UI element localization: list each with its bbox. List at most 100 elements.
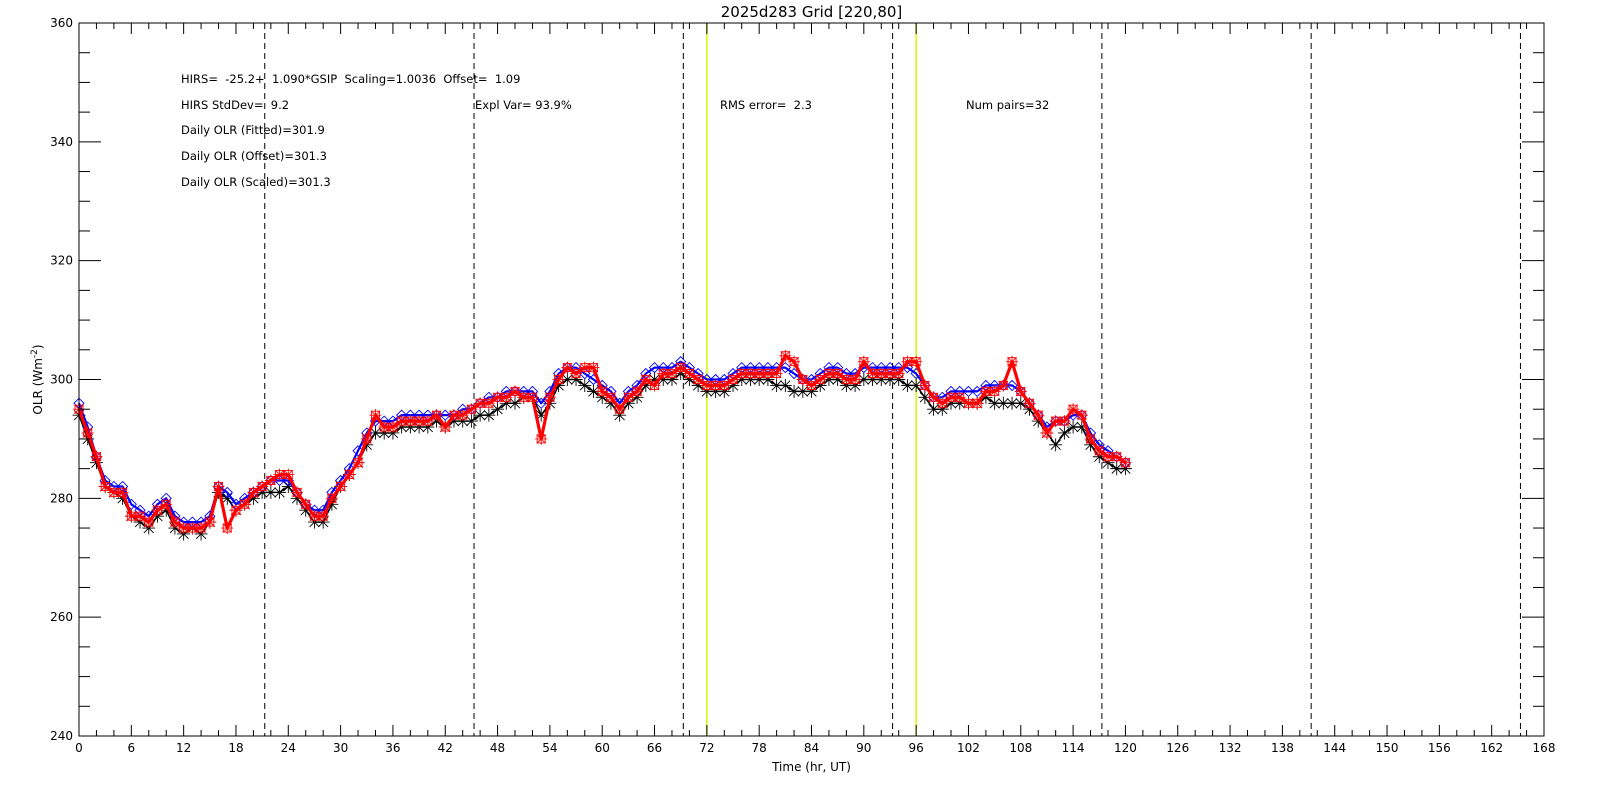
- y-tick-label: 360: [50, 16, 73, 30]
- x-tick-label: 138: [1271, 741, 1294, 755]
- x-tick-label: 42: [438, 741, 453, 755]
- marker-blue: [962, 385, 975, 398]
- x-tick-label: 114: [1062, 741, 1085, 755]
- dashed-vlines: [264, 23, 1521, 736]
- annot-olr-offset: Daily OLR (Offset)=301.3: [181, 149, 327, 163]
- marker-box-red: [684, 369, 694, 379]
- marker-box-red: [815, 375, 825, 384]
- marker-box-red: [1025, 398, 1034, 408]
- x-tick-label: 30: [333, 741, 348, 755]
- marker-box-red: [170, 517, 180, 527]
- y-axis-title: OLR (Wm-2): [30, 344, 45, 414]
- marker-blue: [1006, 379, 1018, 392]
- x-tick-label: 24: [281, 741, 296, 755]
- x-tick-label: 60: [595, 741, 610, 755]
- marker-box-red: [798, 375, 808, 384]
- series-group: [72, 349, 1132, 541]
- marker-box-red: [161, 499, 171, 509]
- line-red: [77, 354, 1127, 530]
- marker-box-red: [562, 363, 572, 373]
- series-red: [73, 349, 1132, 535]
- x-tick-label: 162: [1480, 741, 1503, 755]
- marker-blue: [439, 409, 451, 421]
- marker-box-red: [623, 392, 633, 402]
- x-tick-label: 150: [1376, 741, 1399, 755]
- marker-box-red: [859, 357, 869, 367]
- x-tick-label: 168: [1533, 741, 1556, 755]
- x-tick-label: 0: [75, 741, 83, 755]
- x-tick-label: 144: [1323, 741, 1346, 755]
- x-tick-label: 108: [1009, 741, 1032, 755]
- marker-box-red: [641, 375, 651, 384]
- x-tick-label: 6: [128, 741, 136, 755]
- marker-blue: [535, 397, 547, 409]
- x-tick-label: 120: [1114, 741, 1137, 755]
- annotations: HIRS= -25.2+ 1.090*GSIP Scaling=1.0036 O…: [181, 72, 1049, 189]
- annot-stddev: HIRS StdDev= 9.2: [181, 98, 289, 112]
- x-tick-labels: 0 6 12 18 24 30 36 42 48 54 60 66 72 78 84 90 96 102 108 11…: [75, 741, 1555, 755]
- marker-box-red: [327, 493, 337, 503]
- marker-box-red: [292, 487, 302, 497]
- annot-olr-scaled: Daily OLR (Scaled)=301.3: [181, 175, 331, 189]
- marker-box-red: [440, 422, 450, 432]
- y-axis-title-sup: -2: [30, 349, 40, 358]
- marker-box-red: [144, 517, 154, 527]
- marker-box-red: [606, 392, 616, 402]
- x-tick-label: 48: [490, 741, 505, 755]
- marker-box-red: [937, 398, 947, 408]
- x-axis-title: Time (hr, UT): [771, 760, 851, 774]
- x-tick-label: 72: [699, 741, 714, 755]
- marker-box-red: [615, 404, 625, 414]
- marker-box-red: [789, 357, 799, 367]
- marker-box-red: [153, 505, 162, 515]
- annot-num-pairs: Num pairs=32: [966, 98, 1049, 112]
- marker-box-red: [728, 375, 738, 384]
- x-tick-label: 36: [385, 741, 400, 755]
- marker-box-red: [650, 380, 659, 390]
- y-tick-label: 240: [50, 729, 73, 743]
- marker-box-red: [466, 404, 476, 414]
- marker-box-red: [780, 351, 790, 361]
- marker-box-red: [510, 386, 520, 396]
- marker-box-red: [676, 363, 686, 373]
- annot-olr-fitted: Daily OLR (Fitted)=301.9: [181, 123, 325, 137]
- marker-box-red: [571, 369, 581, 379]
- y-tick-label: 340: [50, 135, 73, 149]
- marker-box-red: [336, 482, 346, 491]
- marker-box-red: [1120, 458, 1130, 468]
- y-tick-labels: 240 260 280 300 320 340 360: [50, 16, 73, 743]
- y-axis-title-main: OLR (Wm: [31, 358, 45, 415]
- y-tick-label: 320: [50, 254, 73, 268]
- marker-box-red: [248, 487, 258, 497]
- marker-box-red: [554, 375, 564, 384]
- x-tick-label: 78: [752, 741, 767, 755]
- marker-blue: [648, 361, 661, 374]
- annot-fit-line: HIRS= -25.2+ 1.090*GSIP Scaling=1.0036 O…: [181, 72, 520, 86]
- marker-box-red: [929, 392, 939, 402]
- marker-box-red: [240, 499, 250, 509]
- marker-box-red: [632, 386, 642, 396]
- x-tick-label: 90: [856, 741, 871, 755]
- axis-ticks: [78, 22, 1545, 737]
- annot-expl-var: Expl Var= 93.9%: [475, 98, 572, 112]
- x-tick-label: 12: [176, 741, 191, 755]
- y-tick-label: 300: [50, 373, 73, 387]
- x-tick-label: 96: [909, 741, 924, 755]
- x-tick-label: 18: [228, 741, 243, 755]
- marker-box-red: [301, 499, 311, 509]
- chart-title: 2025d283 Grid [220,80]: [721, 3, 903, 21]
- x-tick-label: 54: [542, 741, 557, 755]
- x-tick-label: 132: [1219, 741, 1242, 755]
- marker-box-red: [807, 380, 816, 390]
- x-tick-label: 126: [1166, 741, 1189, 755]
- x-tick-label: 84: [804, 741, 819, 755]
- annot-rms-error: RMS error= 2.3: [720, 98, 812, 112]
- x-tick-label: 66: [647, 741, 662, 755]
- x-tick-label: 156: [1428, 741, 1451, 755]
- y-axis-title-close: ): [31, 344, 45, 349]
- marker-box-red: [1068, 404, 1078, 414]
- marker-box-red: [1094, 446, 1104, 456]
- marker-box-red: [257, 482, 267, 491]
